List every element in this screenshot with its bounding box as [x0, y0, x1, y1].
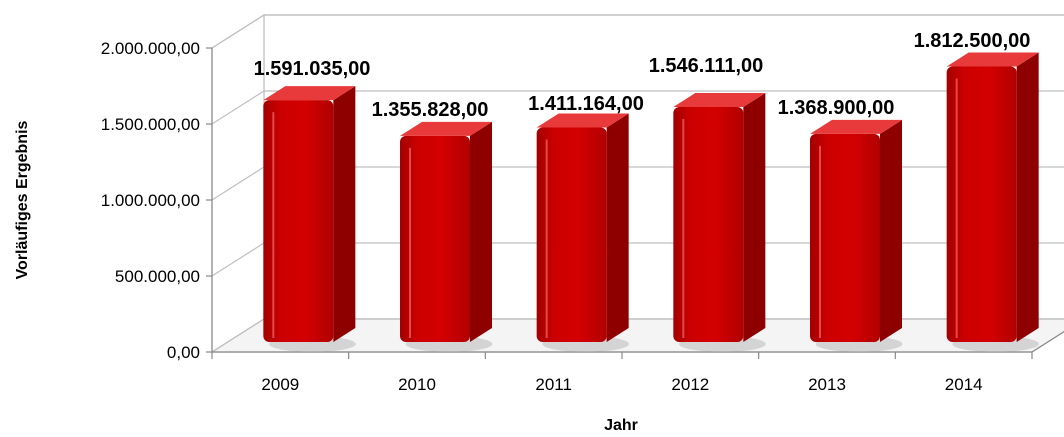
data-labels: 1.591.035,001.355.828,00 1.411.164,001.54… [254, 30, 1031, 121]
bar-front [400, 135, 470, 342]
x-tick-label: 2010 [398, 375, 436, 394]
bar-side [1016, 52, 1039, 342]
bar-front [810, 133, 880, 342]
gridline [211, 90, 1064, 125]
y-tick-labels: 0,00 500.000,00 1.000.000,00 1.500.000,00 2.… [101, 39, 200, 362]
bar-side [880, 119, 902, 342]
y-tick-label: 0,00 [167, 343, 200, 362]
x-axis-depth-line [1031, 330, 1064, 353]
bar-side [333, 86, 356, 342]
x-tick-labels: 2009 2010 2011 2012 2013 2014 [261, 375, 982, 394]
data-label: 1.368.900,00 [778, 97, 895, 119]
x-tick-label: 2011 [535, 375, 572, 394]
gridline [211, 14, 1064, 49]
bars [263, 52, 1040, 352]
bar-top [536, 113, 629, 128]
data-label: 1.411.164,00 [528, 93, 644, 115]
bar-top [263, 86, 356, 101]
bar [536, 113, 630, 352]
bar [263, 86, 356, 352]
bar-front [536, 127, 607, 342]
y-tick-label: 2.000.000,00 [101, 39, 200, 58]
bar-front [673, 106, 744, 343]
y-axis-title: Vorläufiges Ergebnis [14, 120, 31, 279]
bar-top [673, 92, 766, 107]
axes [206, 47, 1064, 359]
x-tick-label: 2014 [945, 375, 983, 394]
data-label: 1.355.828,00 [372, 99, 489, 121]
y-tick-label: 500.000,00 [115, 267, 200, 286]
data-label: 1.546.111,00 [649, 55, 764, 77]
x-tick-label: 2009 [261, 375, 299, 394]
data-label: 1.591.035,00 [254, 58, 371, 80]
data-label: 1.812.500,00 [914, 30, 1031, 52]
bar-top [810, 119, 902, 134]
x-tick-label: 2013 [808, 375, 846, 394]
x-tick-label: 2012 [671, 375, 709, 394]
bar-front [946, 66, 1017, 342]
bar [400, 121, 493, 352]
bar-side [743, 92, 766, 343]
bar-top [400, 121, 492, 136]
bar-side [470, 121, 492, 342]
bar [946, 52, 1040, 352]
y-tick-label: 1.000.000,00 [101, 191, 200, 210]
x-axis-title: Jahr [604, 417, 638, 434]
bar [810, 119, 903, 352]
bar-top [946, 52, 1039, 67]
bar [673, 92, 766, 352]
y-tick-label: 1.500.000,00 [101, 115, 200, 134]
bar-front [263, 100, 334, 342]
bar-side [606, 113, 629, 342]
